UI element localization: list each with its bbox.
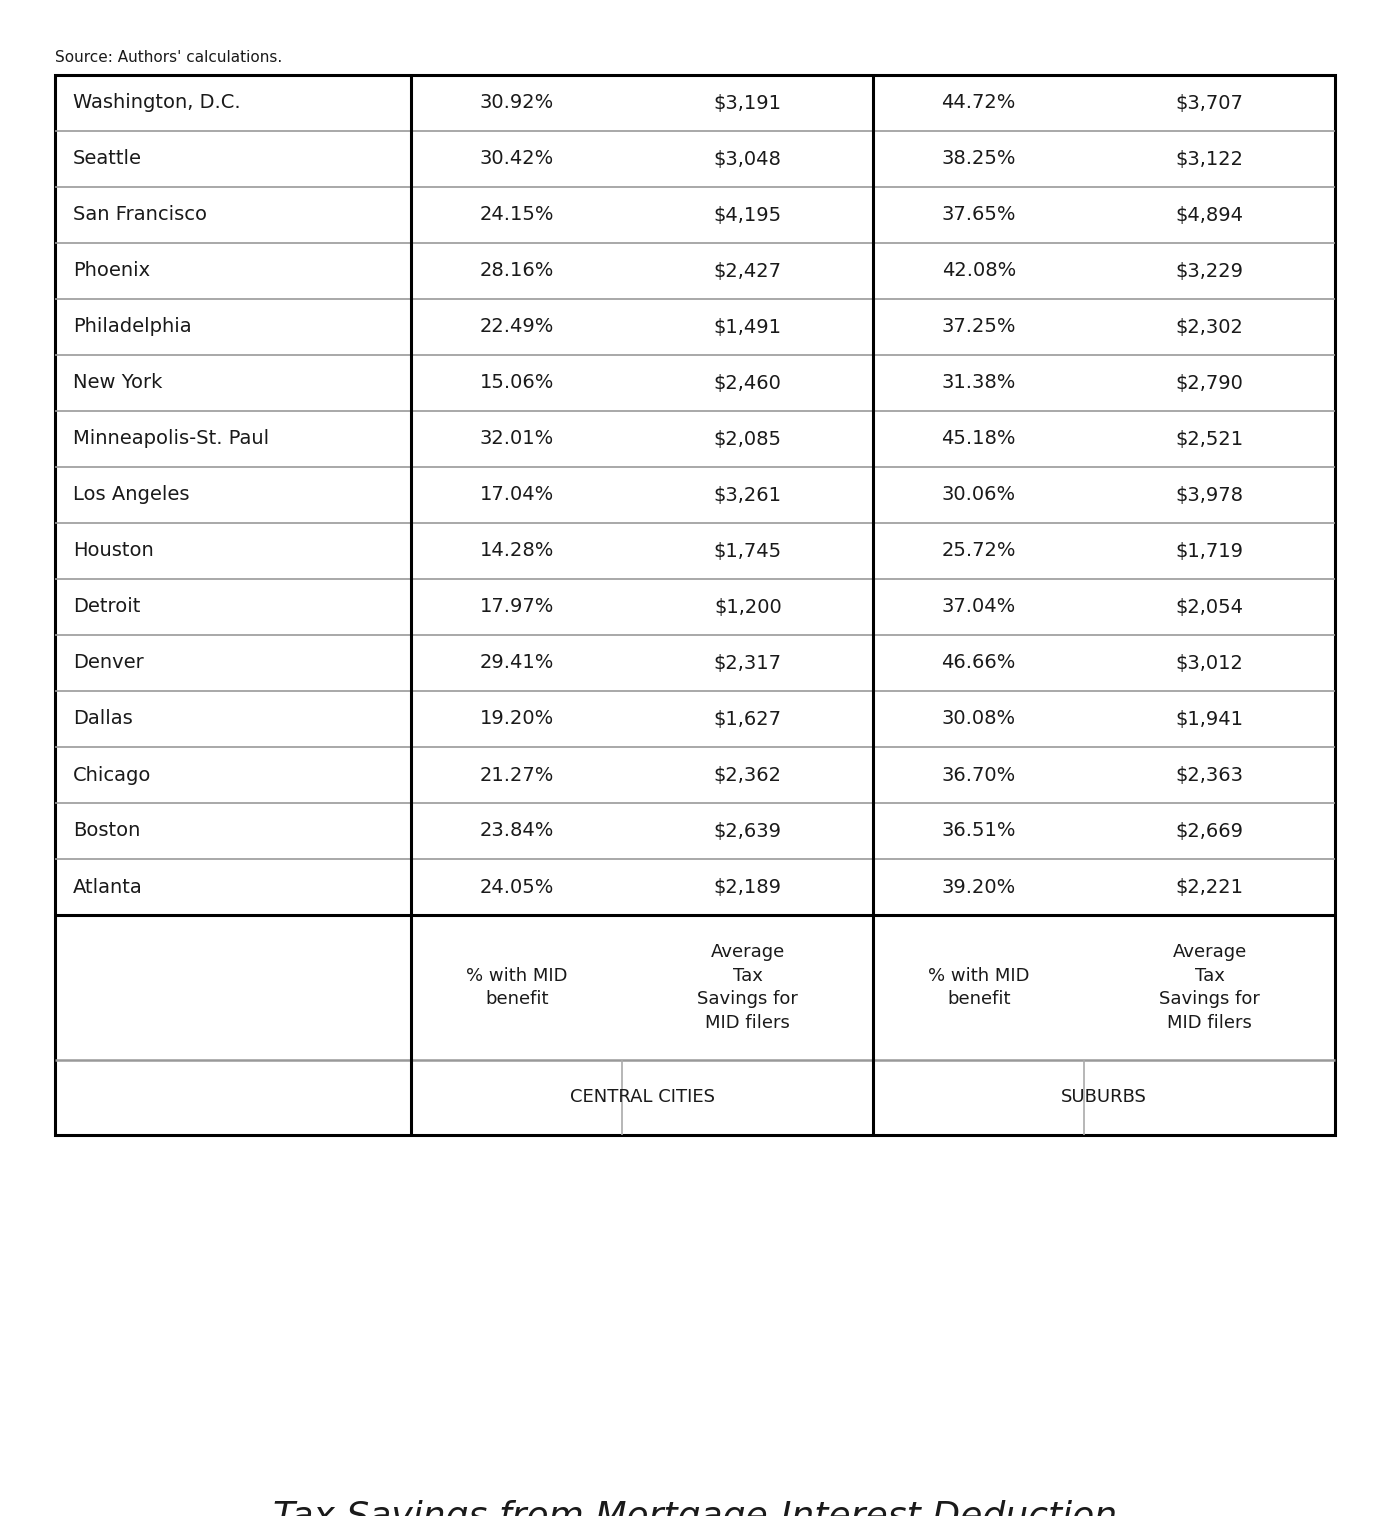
Text: % with MID
benefit: % with MID benefit	[466, 967, 568, 1008]
Text: 24.15%: 24.15%	[480, 206, 554, 224]
Text: $2,790: $2,790	[1175, 373, 1244, 393]
Text: 31.38%: 31.38%	[942, 373, 1015, 393]
Text: $2,362: $2,362	[714, 766, 782, 784]
Text: 32.01%: 32.01%	[480, 429, 554, 449]
Text: $2,085: $2,085	[714, 429, 782, 449]
Text: $2,054: $2,054	[1175, 597, 1244, 617]
Text: Los Angeles: Los Angeles	[72, 485, 189, 505]
Text: $2,363: $2,363	[1175, 766, 1244, 784]
Text: 30.06%: 30.06%	[942, 485, 1015, 505]
Text: $3,122: $3,122	[1175, 150, 1244, 168]
Text: Houston: Houston	[72, 541, 154, 561]
Text: 19.20%: 19.20%	[480, 709, 554, 729]
Text: San Francisco: San Francisco	[72, 206, 207, 224]
Text: $2,460: $2,460	[714, 373, 782, 393]
Text: $3,261: $3,261	[714, 485, 782, 505]
Text: $3,012: $3,012	[1175, 653, 1244, 673]
Text: 38.25%: 38.25%	[942, 150, 1015, 168]
Text: Detroit: Detroit	[72, 597, 140, 617]
Text: $3,229: $3,229	[1175, 261, 1244, 280]
Text: Minneapolis-St. Paul: Minneapolis-St. Paul	[72, 429, 268, 449]
Text: Atlanta: Atlanta	[72, 878, 143, 896]
Text: CENTRAL CITIES: CENTRAL CITIES	[570, 1088, 715, 1107]
Text: 36.51%: 36.51%	[942, 822, 1015, 840]
Text: 28.16%: 28.16%	[480, 261, 554, 280]
Text: Chicago: Chicago	[72, 766, 152, 784]
Text: $1,627: $1,627	[714, 709, 782, 729]
Text: 22.49%: 22.49%	[480, 317, 554, 337]
Text: 42.08%: 42.08%	[942, 261, 1015, 280]
Text: Denver: Denver	[72, 653, 143, 673]
Text: $2,317: $2,317	[714, 653, 782, 673]
Text: $1,491: $1,491	[714, 317, 782, 337]
Text: $1,719: $1,719	[1175, 541, 1244, 561]
Text: $4,195: $4,195	[714, 206, 782, 224]
Text: 37.25%: 37.25%	[942, 317, 1015, 337]
Text: $3,707: $3,707	[1175, 94, 1244, 112]
Text: 37.04%: 37.04%	[942, 597, 1015, 617]
Text: $1,745: $1,745	[714, 541, 782, 561]
Text: 29.41%: 29.41%	[480, 653, 554, 673]
Text: Tax Savings from Mortgage-Interest Deduction: Tax Savings from Mortgage-Interest Deduc…	[273, 1499, 1117, 1516]
Text: $2,189: $2,189	[714, 878, 782, 896]
Text: 36.70%: 36.70%	[942, 766, 1015, 784]
Text: $3,191: $3,191	[714, 94, 782, 112]
Text: 14.28%: 14.28%	[480, 541, 554, 561]
Text: $1,200: $1,200	[714, 597, 782, 617]
Text: $2,521: $2,521	[1175, 429, 1244, 449]
Text: 37.65%: 37.65%	[942, 206, 1015, 224]
Text: Boston: Boston	[72, 822, 140, 840]
Text: Philadelphia: Philadelphia	[72, 317, 192, 337]
Text: $2,221: $2,221	[1175, 878, 1244, 896]
Text: 23.84%: 23.84%	[480, 822, 554, 840]
Text: Dallas: Dallas	[72, 709, 132, 729]
Text: % with MID
benefit: % with MID benefit	[928, 967, 1029, 1008]
Text: 30.92%: 30.92%	[480, 94, 554, 112]
Text: $3,048: $3,048	[714, 150, 782, 168]
Text: 30.08%: 30.08%	[942, 709, 1015, 729]
Text: 17.97%: 17.97%	[480, 597, 554, 617]
Text: $2,669: $2,669	[1175, 822, 1244, 840]
Text: $1,941: $1,941	[1175, 709, 1244, 729]
Text: $4,894: $4,894	[1175, 206, 1244, 224]
Text: $3,978: $3,978	[1175, 485, 1244, 505]
Text: $2,427: $2,427	[714, 261, 782, 280]
Text: 44.72%: 44.72%	[942, 94, 1015, 112]
Text: SUBURBS: SUBURBS	[1061, 1088, 1148, 1107]
Text: Source: Authors' calculations.: Source: Authors' calculations.	[56, 50, 282, 65]
Text: Average
Tax
Savings for
MID filers: Average Tax Savings for MID filers	[697, 943, 798, 1032]
Text: Average
Tax
Savings for
MID filers: Average Tax Savings for MID filers	[1159, 943, 1260, 1032]
Text: 15.06%: 15.06%	[480, 373, 554, 393]
Bar	[56, 74, 1335, 1135]
Text: Washington, D.C.: Washington, D.C.	[72, 94, 241, 112]
Text: 30.42%: 30.42%	[480, 150, 554, 168]
Text: 17.04%: 17.04%	[480, 485, 554, 505]
Text: New York: New York	[72, 373, 163, 393]
Text: Phoenix: Phoenix	[72, 261, 150, 280]
Text: $2,302: $2,302	[1175, 317, 1244, 337]
Text: 39.20%: 39.20%	[942, 878, 1015, 896]
Text: 25.72%: 25.72%	[942, 541, 1015, 561]
Text: 45.18%: 45.18%	[942, 429, 1015, 449]
Text: $2,639: $2,639	[714, 822, 782, 840]
Text: 24.05%: 24.05%	[480, 878, 554, 896]
Text: Seattle: Seattle	[72, 150, 142, 168]
Text: 21.27%: 21.27%	[480, 766, 554, 784]
Text: 46.66%: 46.66%	[942, 653, 1015, 673]
